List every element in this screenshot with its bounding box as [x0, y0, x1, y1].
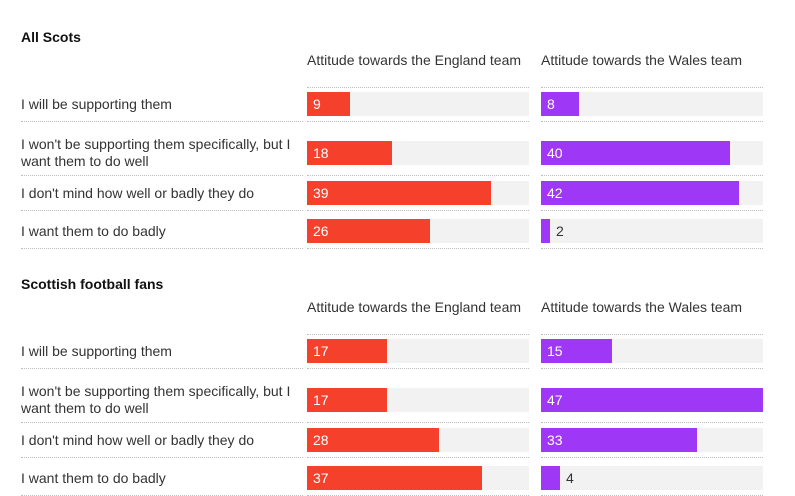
- wales-bar: [541, 339, 612, 363]
- wales-bar: [541, 219, 550, 243]
- data-label: 26: [313, 223, 329, 239]
- data-label: 28: [313, 432, 329, 448]
- data-label: 8: [547, 96, 555, 112]
- data-label: 37: [313, 470, 329, 486]
- bar-track: 18: [307, 141, 529, 165]
- bar-track: 47: [541, 388, 763, 412]
- england-bar: [307, 339, 387, 363]
- row-divider: [21, 368, 303, 369]
- row-divider: [541, 368, 763, 369]
- bar-track: 42: [541, 181, 763, 205]
- category-label: I won't be supporting them specifically,…: [21, 383, 291, 416]
- row-divider: [307, 334, 529, 335]
- data-label: 40: [547, 145, 563, 161]
- wales-bar: [541, 181, 739, 205]
- wales-bar: [541, 428, 697, 452]
- england-bar: [307, 92, 350, 116]
- bar-track: 4: [541, 466, 763, 490]
- chart-title: Scottish football fans: [21, 276, 164, 292]
- england-bar: [307, 466, 482, 490]
- wales-bar: [541, 388, 763, 412]
- category-label: I want them to do badly: [21, 469, 166, 486]
- bar-track: 28: [307, 428, 529, 452]
- series-header: Attitude towards the England team: [307, 52, 522, 68]
- bar-track: 2: [541, 219, 763, 243]
- category-label: I will be supporting them: [21, 342, 172, 359]
- row-divider: [541, 175, 763, 176]
- bar-track: 17: [307, 388, 529, 412]
- row-divider: [307, 368, 529, 369]
- england-bar: [307, 141, 392, 165]
- row-divider: [307, 210, 529, 211]
- row-divider: [21, 210, 303, 211]
- row-divider: [307, 422, 529, 423]
- row-divider: [307, 457, 529, 458]
- category-label: I want them to do badly: [21, 222, 166, 239]
- row-divider: [541, 210, 763, 211]
- data-label: 9: [313, 96, 321, 112]
- england-bar: [307, 219, 430, 243]
- series-header: Attitude towards the England team: [307, 299, 522, 315]
- england-bar: [307, 428, 439, 452]
- bar-track: 15: [541, 339, 763, 363]
- data-label: 2: [556, 223, 564, 239]
- row-divider: [541, 248, 763, 249]
- category-label: I don't mind how well or badly they do: [21, 184, 255, 201]
- bar-track: 9: [307, 92, 529, 116]
- category-label: I won't be supporting them specifically,…: [21, 136, 291, 169]
- row-divider: [541, 422, 763, 423]
- row-divider: [541, 121, 763, 122]
- data-label: 15: [547, 343, 563, 359]
- data-label: 33: [547, 432, 563, 448]
- data-label: 18: [313, 145, 329, 161]
- england-bar: [307, 181, 491, 205]
- bar-track: 40: [541, 141, 763, 165]
- chart-title: All Scots: [21, 29, 81, 45]
- bar-track: 39: [307, 181, 529, 205]
- row-divider: [541, 457, 763, 458]
- data-label: 42: [547, 185, 563, 201]
- data-label: 17: [313, 392, 329, 408]
- row-divider: [21, 121, 303, 122]
- category-label: I don't mind how well or badly they do: [21, 431, 255, 448]
- row-divider: [307, 121, 529, 122]
- bar-track: 17: [307, 339, 529, 363]
- category-label: I will be supporting them: [21, 95, 172, 112]
- row-divider: [21, 457, 303, 458]
- row-divider: [21, 422, 303, 423]
- wales-bar: [541, 141, 730, 165]
- row-divider: [21, 175, 303, 176]
- data-label: 4: [566, 470, 574, 486]
- wales-bar: [541, 466, 560, 490]
- row-divider: [541, 87, 763, 88]
- england-bar: [307, 388, 387, 412]
- bar-track: 26: [307, 219, 529, 243]
- row-divider: [307, 87, 529, 88]
- data-label: 47: [547, 392, 563, 408]
- bar-track: 33: [541, 428, 763, 452]
- row-divider: [307, 175, 529, 176]
- bar-track: 8: [541, 92, 763, 116]
- wales-bar: [541, 92, 579, 116]
- row-divider: [541, 334, 763, 335]
- series-header: Attitude towards the Wales team: [541, 52, 743, 68]
- row-divider: [307, 248, 529, 249]
- row-divider: [21, 248, 303, 249]
- data-label: 17: [313, 343, 329, 359]
- series-header: Attitude towards the Wales team: [541, 299, 743, 315]
- bar-track: 37: [307, 466, 529, 490]
- data-label: 39: [313, 185, 329, 201]
